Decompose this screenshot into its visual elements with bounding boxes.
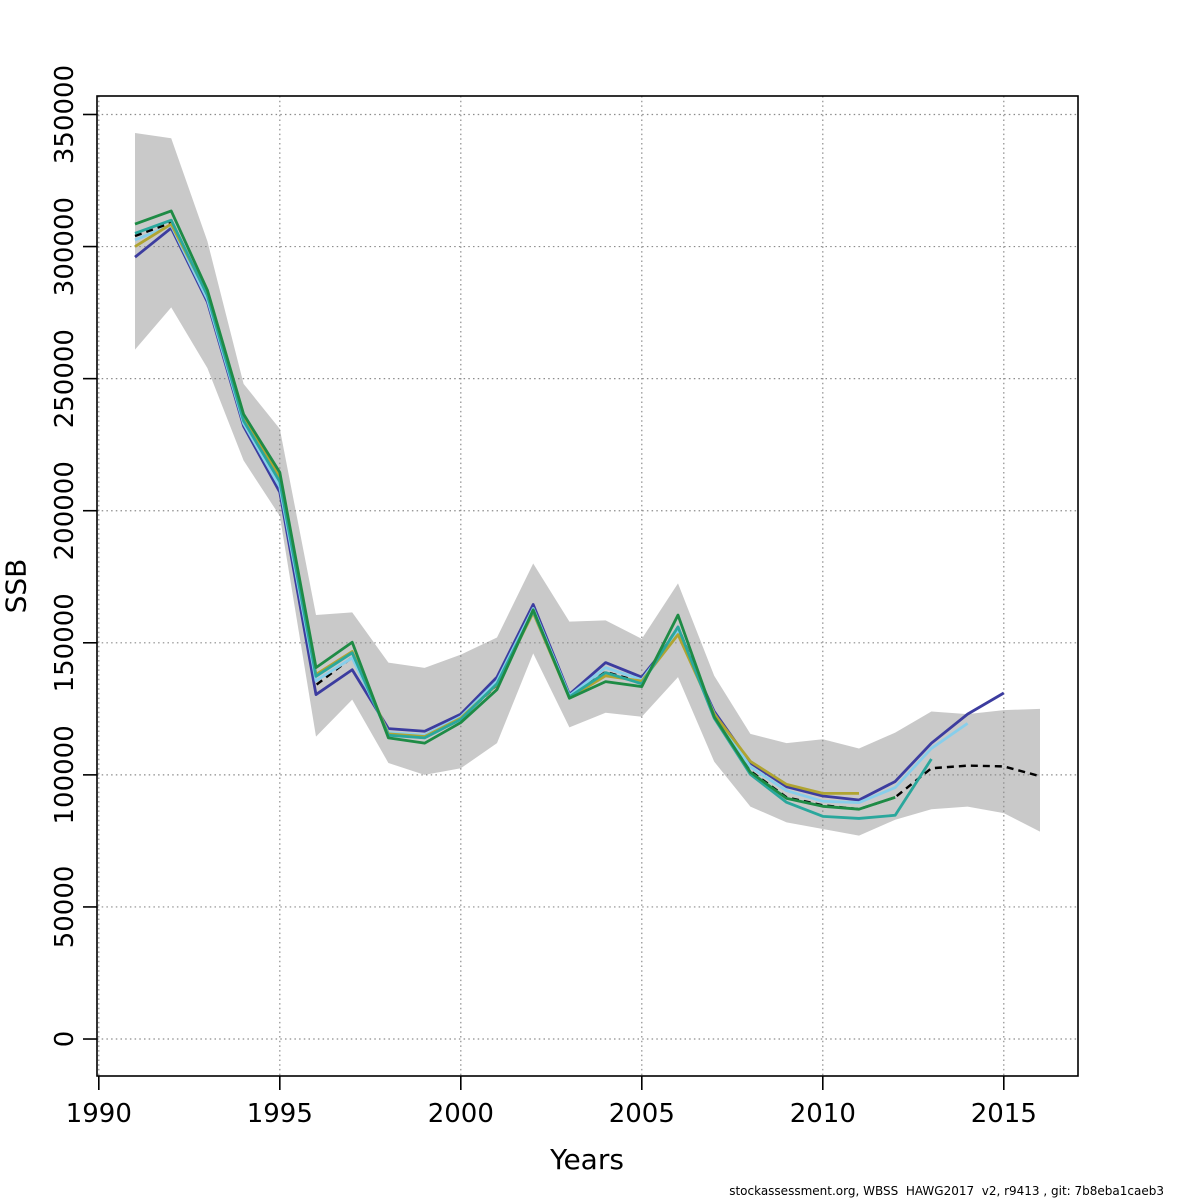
y-axis-title: SSB — [0, 558, 33, 614]
plot-border — [96, 95, 1079, 1077]
y-tick-label: 250000 — [50, 329, 80, 428]
x-tick-label: 2005 — [609, 1099, 675, 1129]
x-axis-title: Years — [550, 1143, 624, 1176]
y-tick-label: 350000 — [50, 65, 80, 164]
y-tick-label: 0 — [50, 1031, 80, 1048]
x-tick-label: 2015 — [971, 1099, 1037, 1129]
y-tick-label: 300000 — [50, 197, 80, 296]
x-tick-label: 2010 — [790, 1099, 856, 1129]
retro-run-2014-lightblue — [134, 224, 969, 805]
x-tick-label: 2000 — [428, 1099, 494, 1129]
y-tick-label: 50000 — [50, 866, 80, 949]
footer-attribution: stockassessment.org, WBSS HAWG2017 v2, r… — [729, 1184, 1164, 1198]
retro-run-2013-teal — [134, 218, 933, 820]
tick-labels: 1990 1995 2000 2005 2010 2015 0 50000 100000 1500… — [50, 65, 1037, 1129]
gridlines — [97, 96, 1078, 1076]
x-tick-label: 1990 — [66, 1099, 132, 1129]
y-tick-label: 150000 — [50, 593, 80, 692]
confidence-band — [135, 132, 1040, 836]
y-tick-label: 200000 — [50, 461, 80, 560]
retro-run-2012-green — [134, 209, 896, 811]
x-tick-label: 1995 — [247, 1099, 313, 1129]
y-tick-label: 100000 — [50, 725, 80, 824]
run-final-2016-black-dashed — [134, 221, 1041, 811]
axis-ticks — [83, 113, 1005, 1090]
